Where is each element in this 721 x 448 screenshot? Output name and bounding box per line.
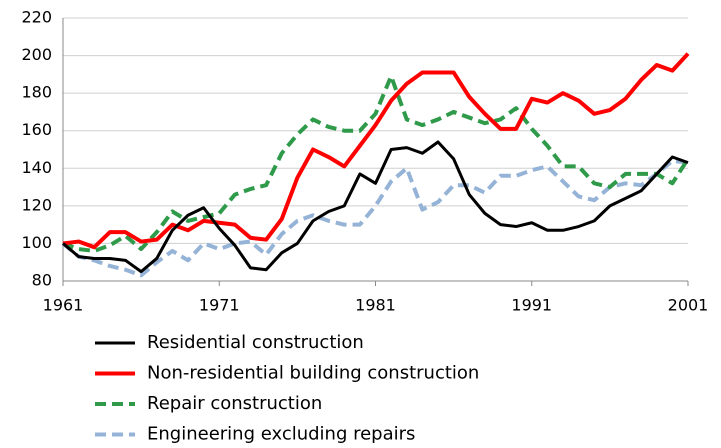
y-tick-label: 140 bbox=[21, 158, 52, 177]
x-tick-label: 1991 bbox=[511, 296, 552, 315]
legend-label: Residential construction bbox=[147, 332, 364, 353]
series-line bbox=[62, 74, 690, 253]
series-line bbox=[62, 140, 689, 274]
series-line bbox=[61, 158, 689, 278]
series-line bbox=[62, 52, 690, 250]
y-tick-label: 180 bbox=[21, 83, 52, 102]
y-tick-label: 160 bbox=[21, 120, 52, 139]
y-tick-label: 100 bbox=[21, 233, 52, 252]
x-tick-label: 2001 bbox=[668, 296, 709, 315]
y-tick-label: 80 bbox=[32, 271, 52, 290]
x-tick-label: 1981 bbox=[355, 296, 396, 315]
legend-label: Engineering excluding repairs bbox=[147, 424, 415, 445]
y-tick-label: 120 bbox=[21, 195, 52, 214]
x-tick-label: 1971 bbox=[199, 296, 240, 315]
legend-label: Non-residential building construction bbox=[147, 363, 479, 384]
legend-label: Repair construction bbox=[147, 393, 322, 414]
y-tick-label: 220 bbox=[21, 8, 52, 27]
x-tick-label: 1961 bbox=[43, 296, 84, 315]
y-tick-label: 200 bbox=[21, 45, 52, 64]
